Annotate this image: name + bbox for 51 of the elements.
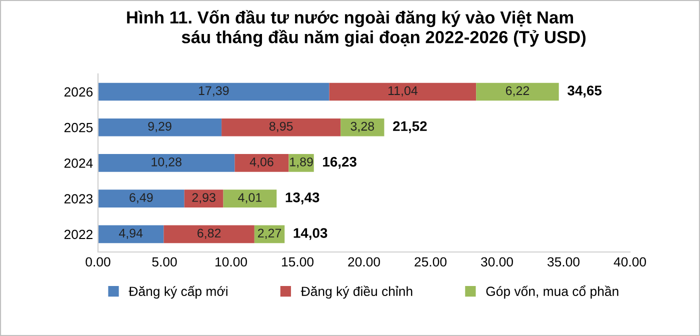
data-label: 2,93 bbox=[192, 193, 216, 204]
data-label: 10,28 bbox=[152, 157, 182, 168]
bar bbox=[164, 225, 254, 244]
total-label: 14,03 bbox=[294, 228, 328, 240]
data-label: 1,89 bbox=[290, 157, 313, 168]
data-label: 6,49 bbox=[130, 193, 153, 204]
x-tick-label: 15.00 bbox=[282, 257, 314, 267]
data-label: 6,82 bbox=[198, 228, 221, 240]
data-label: 4,06 bbox=[250, 157, 274, 168]
x-tick-label: 30.00 bbox=[480, 257, 513, 267]
x-tick-label: 10.00 bbox=[216, 257, 247, 267]
bar bbox=[98, 225, 164, 244]
bar bbox=[340, 118, 384, 136]
total-label: 16,23 bbox=[323, 156, 356, 169]
data-label: 6,22 bbox=[506, 86, 530, 97]
data-label: 4,01 bbox=[238, 193, 262, 204]
total-label: 21,52 bbox=[393, 121, 427, 134]
x-tick-label: 35.00 bbox=[547, 257, 580, 267]
bar bbox=[98, 190, 184, 208]
x-tick-label: 5.00 bbox=[152, 257, 177, 267]
x-tick-label: 20.00 bbox=[348, 257, 380, 267]
y-tick-label: 2024 bbox=[64, 158, 93, 168]
x-tick-label: 0.00 bbox=[86, 257, 110, 267]
bar bbox=[98, 82, 330, 101]
bar bbox=[234, 154, 289, 172]
total-label: 34,65 bbox=[567, 86, 602, 98]
legend-label: Đăng ký cấp mới bbox=[128, 286, 228, 299]
data-label: 2,27 bbox=[258, 228, 282, 240]
data-label: 17,39 bbox=[198, 86, 229, 97]
x-tick-label: 25.00 bbox=[414, 257, 446, 267]
bar bbox=[184, 190, 224, 208]
total-label: 13,43 bbox=[286, 192, 320, 204]
bar bbox=[329, 82, 476, 101]
data-label: 11,04 bbox=[388, 86, 418, 97]
y-tick-label: 2023 bbox=[64, 194, 93, 204]
chart-title: Hình 11. Vốn đầu tư nước ngoài đăng ký vào Việt Nam sáu tháng đầu năm giai đoạn 2022-2026 (Tỷ USD) bbox=[127, 10, 586, 47]
legend-label: Đăng ký điều chỉnh bbox=[300, 286, 412, 299]
data-label: 9,29 bbox=[148, 122, 172, 132]
bar bbox=[223, 190, 277, 208]
y-tick-label: 2025 bbox=[64, 122, 93, 132]
bar bbox=[98, 118, 222, 136]
y-tick-label: 2026 bbox=[64, 87, 93, 97]
x-tick-label: 40.00 bbox=[614, 257, 646, 267]
y-tick-label: 2022 bbox=[64, 230, 92, 240]
bar bbox=[476, 82, 559, 101]
bar bbox=[222, 118, 341, 136]
bar bbox=[98, 154, 235, 172]
data-label: 4,94 bbox=[118, 228, 143, 240]
legend-label: Góp vốn, mua cổ phần bbox=[486, 285, 618, 299]
data-label: 8,95 bbox=[269, 122, 293, 132]
data-label: 3,28 bbox=[350, 122, 374, 132]
